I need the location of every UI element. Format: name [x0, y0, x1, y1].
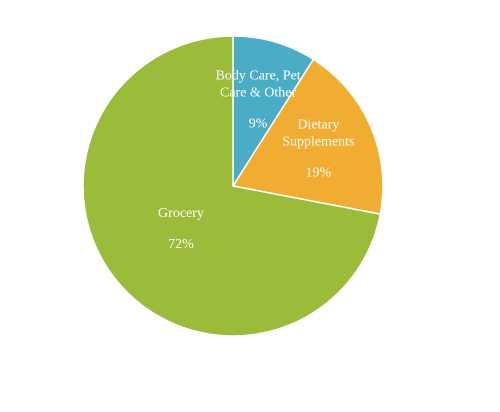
pie-slice [82, 35, 382, 337]
category-label: Grocery [158, 206, 204, 222]
category-label: Body Care, Pet Care & Other [215, 68, 301, 101]
value-label: 72% [168, 237, 194, 253]
pie-slice [232, 35, 315, 189]
slice-label: Grocery 72% [136, 205, 226, 253]
value-label: 9% [248, 116, 268, 132]
pie-slice [231, 58, 384, 215]
slice-label: Dietary Supplements 19% [273, 117, 363, 182]
category-label: Dietary Supplements [282, 117, 355, 150]
slice-label: Body Care, Pet Care & Other 9% [213, 67, 303, 132]
value-label: 19% [305, 165, 332, 181]
